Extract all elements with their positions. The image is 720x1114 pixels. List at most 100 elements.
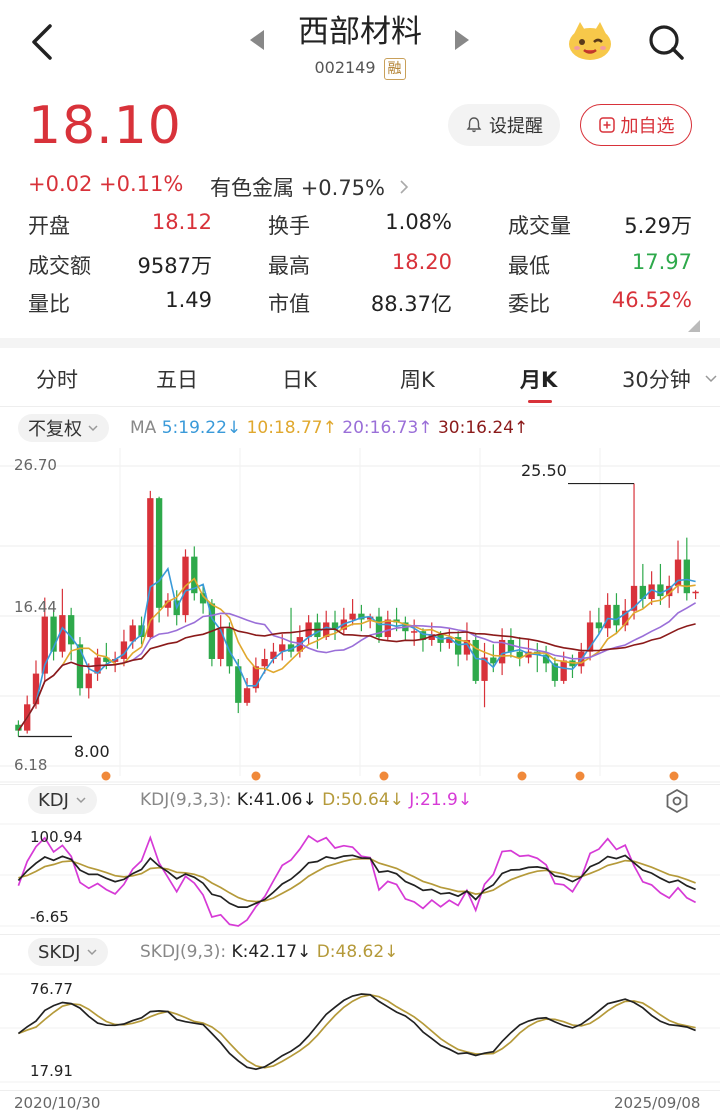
ma-legend: MA 5:19.22↓ 10:18.77↑ 20:16.73↑ 30:16.24… <box>130 418 528 438</box>
search-icon[interactable] <box>646 22 686 62</box>
candle-body <box>666 585 673 597</box>
candle-body <box>542 654 550 664</box>
candle-body <box>384 619 391 638</box>
tabs-divider <box>0 406 720 407</box>
candle-body <box>50 616 57 652</box>
candle-body <box>367 616 374 620</box>
date-end: 2025/09/08 <box>614 1094 701 1112</box>
candle-body <box>419 631 427 640</box>
change-pct: +0.11% <box>99 172 184 196</box>
candle-body <box>604 604 611 629</box>
candle-body <box>41 616 48 674</box>
candle-body <box>349 613 356 620</box>
stat-label: 量比 <box>28 292 70 316</box>
candle-body <box>243 688 251 703</box>
candle-body <box>199 593 207 604</box>
plus-box-icon <box>598 117 615 133</box>
candle-body <box>657 584 664 597</box>
stat-label: 最低 <box>508 254 550 278</box>
change-value: +0.02 <box>28 172 93 196</box>
ma10-value: 10:18.77↑ <box>246 418 337 438</box>
candle-body <box>595 622 603 629</box>
candle-body <box>111 658 119 662</box>
candle-body <box>560 660 567 681</box>
tab-5[interactable]: 30分钟 <box>622 368 691 392</box>
candle-body <box>164 600 172 608</box>
tab-3[interactable]: 周K <box>400 368 435 392</box>
set-alert-button[interactable]: 设提醒 <box>448 104 560 146</box>
skdj-dropdown[interactable]: SKDJ <box>28 938 109 966</box>
candle-body <box>252 666 260 689</box>
mascot-icon[interactable] <box>566 18 614 62</box>
set-alert-label: 设提醒 <box>489 116 543 137</box>
candle-body <box>551 663 559 681</box>
tab-2[interactable]: 日K <box>282 368 317 392</box>
candle-body <box>191 556 198 594</box>
corner-expand-icon[interactable] <box>688 320 700 332</box>
candle-body <box>411 631 418 633</box>
candle-body <box>498 639 506 664</box>
candle-body <box>516 651 523 658</box>
tab-0[interactable]: 分时 <box>36 368 78 392</box>
stock-code-row: 002149 融 <box>0 58 720 80</box>
candle-body <box>622 610 629 626</box>
sector-link[interactable]: 有色金属 +0.75% <box>210 172 410 202</box>
kdj-divider <box>0 784 720 785</box>
candle-body <box>85 673 92 689</box>
event-dot <box>101 771 111 781</box>
stat-label: 换手 <box>268 214 310 238</box>
add-favorite-label: 加自选 <box>620 116 675 137</box>
skdj-d-line <box>18 994 696 1069</box>
add-favorite-button[interactable]: 加自选 <box>580 104 692 146</box>
skdj-y-bottom: 17.91 <box>30 1062 73 1080</box>
candle-body <box>648 584 655 600</box>
candle-body <box>630 585 638 611</box>
header: 西部材料 002149 融 <box>0 0 720 95</box>
candle-body <box>331 622 339 630</box>
candle-body <box>525 651 532 658</box>
section-divider <box>0 338 720 348</box>
y-axis-top: 26.70 <box>14 456 57 474</box>
stock-title: 西部材料 <box>298 14 422 50</box>
event-dot <box>575 771 585 781</box>
chevron-down-icon <box>705 375 717 383</box>
stat-label: 成交额 <box>28 254 91 278</box>
kdj-k-line <box>17 854 696 908</box>
ma10-line <box>17 577 696 732</box>
y-axis-mid: 16.44 <box>14 598 57 616</box>
skdj-k: K:42.17↓ <box>231 942 312 962</box>
tab-1[interactable]: 五日 <box>156 368 198 392</box>
prev-stock-icon[interactable] <box>250 30 264 50</box>
tab-4[interactable]: 月K <box>520 368 558 392</box>
settings-icon[interactable] <box>664 788 690 814</box>
adjust-dropdown[interactable]: 不复权 <box>18 414 109 442</box>
stat-label: 市值 <box>268 292 310 316</box>
kdj-j-line <box>17 834 696 927</box>
candle-body <box>15 724 22 731</box>
candle-body <box>490 657 497 664</box>
ma-label: MA <box>130 418 157 438</box>
skdj-chart[interactable] <box>0 968 720 1088</box>
candle-body <box>639 585 646 600</box>
skdj-k-line <box>17 993 696 1071</box>
candle-body <box>674 559 682 586</box>
stat-label: 开盘 <box>28 214 70 238</box>
kdj-dropdown[interactable]: KDJ <box>28 786 97 814</box>
event-dot <box>517 771 527 781</box>
kdj-chart[interactable] <box>0 818 720 934</box>
stat-value: 1.49 <box>165 288 212 312</box>
candle-body <box>103 657 110 662</box>
candle-body <box>235 666 242 703</box>
bell-icon <box>466 117 482 133</box>
candle-body <box>120 641 128 659</box>
candle-body <box>358 613 365 620</box>
skdj-divider <box>0 934 720 935</box>
candle-body <box>586 622 594 652</box>
next-stock-icon[interactable] <box>455 30 469 50</box>
back-icon[interactable] <box>28 22 58 62</box>
candlestick-chart[interactable] <box>0 448 720 784</box>
stat-value: 17.97 <box>631 250 692 274</box>
chevron-down-icon <box>87 949 97 956</box>
candle-body <box>375 616 383 638</box>
candle-body <box>472 639 479 681</box>
